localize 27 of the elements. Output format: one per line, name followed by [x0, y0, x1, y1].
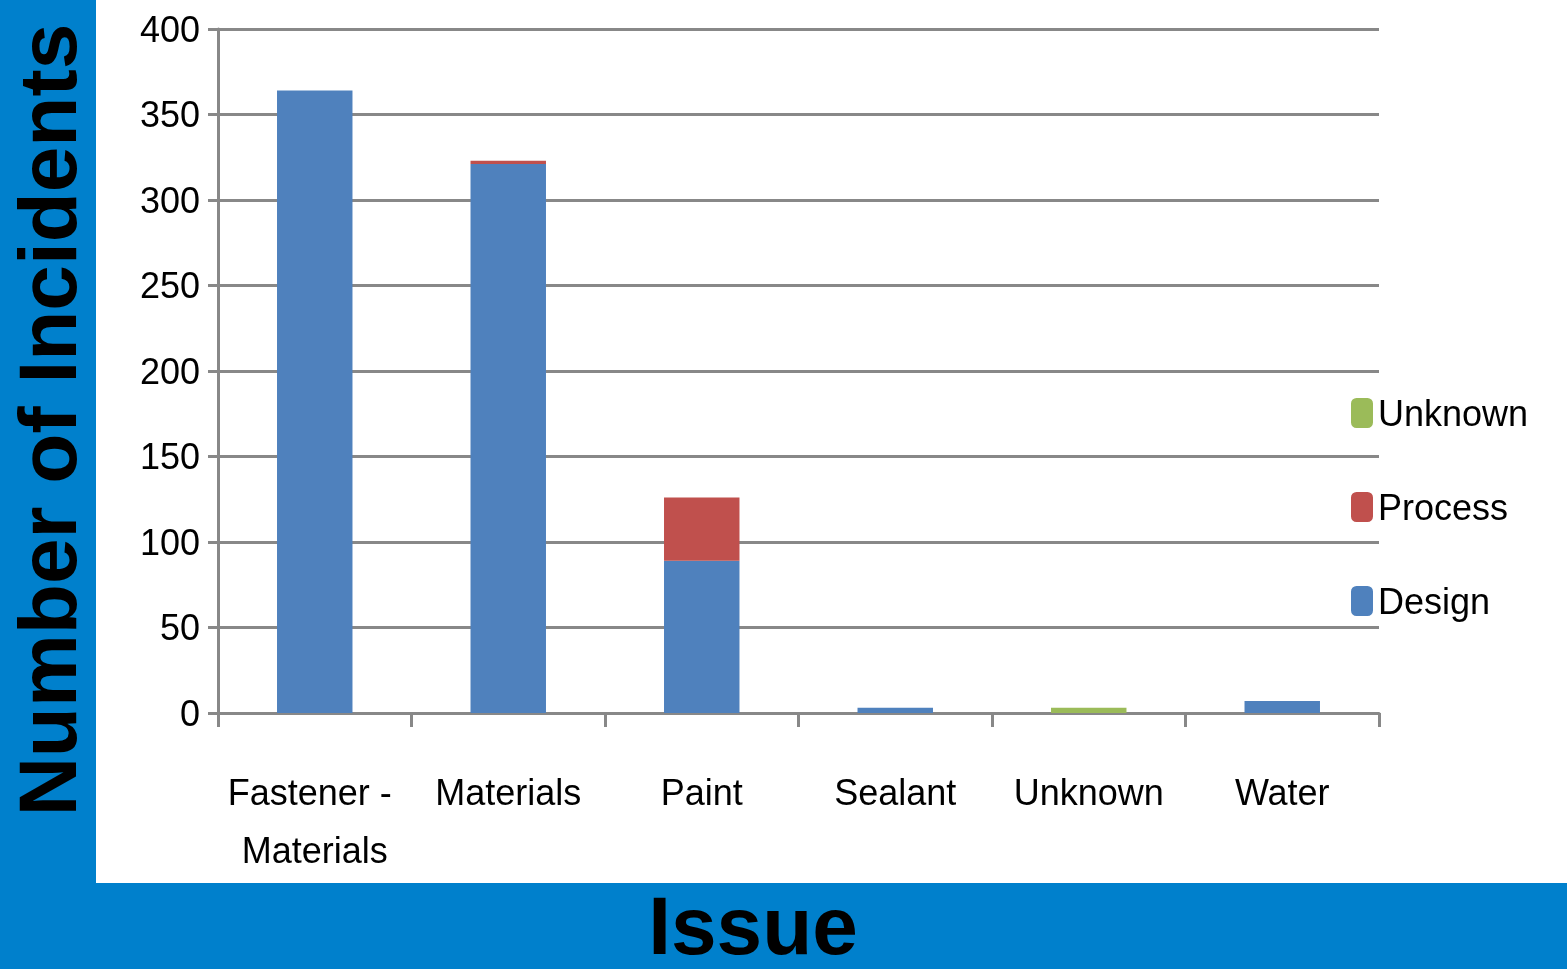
- y-tick-label: 100: [139, 521, 200, 563]
- bar: [470, 164, 546, 713]
- bar: [664, 560, 740, 713]
- y-tick-label: 200: [139, 350, 200, 392]
- bar: [1051, 707, 1127, 713]
- bar: [277, 90, 353, 713]
- y-tick-label: 150: [139, 436, 200, 477]
- bar: [664, 497, 740, 561]
- bar: [1244, 701, 1320, 713]
- y-tick-label: 350: [139, 94, 200, 135]
- bar: [857, 707, 933, 713]
- x-tick-label: Paint: [660, 771, 743, 813]
- x-tick-label: Water: [1234, 771, 1330, 813]
- y-tick-label: 400: [139, 8, 200, 50]
- x-tick-label: Fastener - Materials: [227, 771, 402, 871]
- legend-label: Design: [1378, 580, 1491, 622]
- x-axis-title: Issue: [648, 879, 858, 969]
- legend-label: Unknown: [1378, 392, 1529, 434]
- y-tick-label: 300: [139, 179, 200, 221]
- x-tick-label: Materials: [435, 771, 582, 813]
- x-tick-label: Unknown: [1013, 771, 1164, 813]
- x-tick-label: Sealant: [834, 771, 957, 813]
- y-axis-title: Number of Incidents: [1, 23, 94, 817]
- y-tick-label: 250: [139, 265, 200, 306]
- legend-label: Process: [1378, 486, 1509, 528]
- y-tick-label: 0: [179, 692, 200, 734]
- y-tick-label: 50: [159, 607, 200, 648]
